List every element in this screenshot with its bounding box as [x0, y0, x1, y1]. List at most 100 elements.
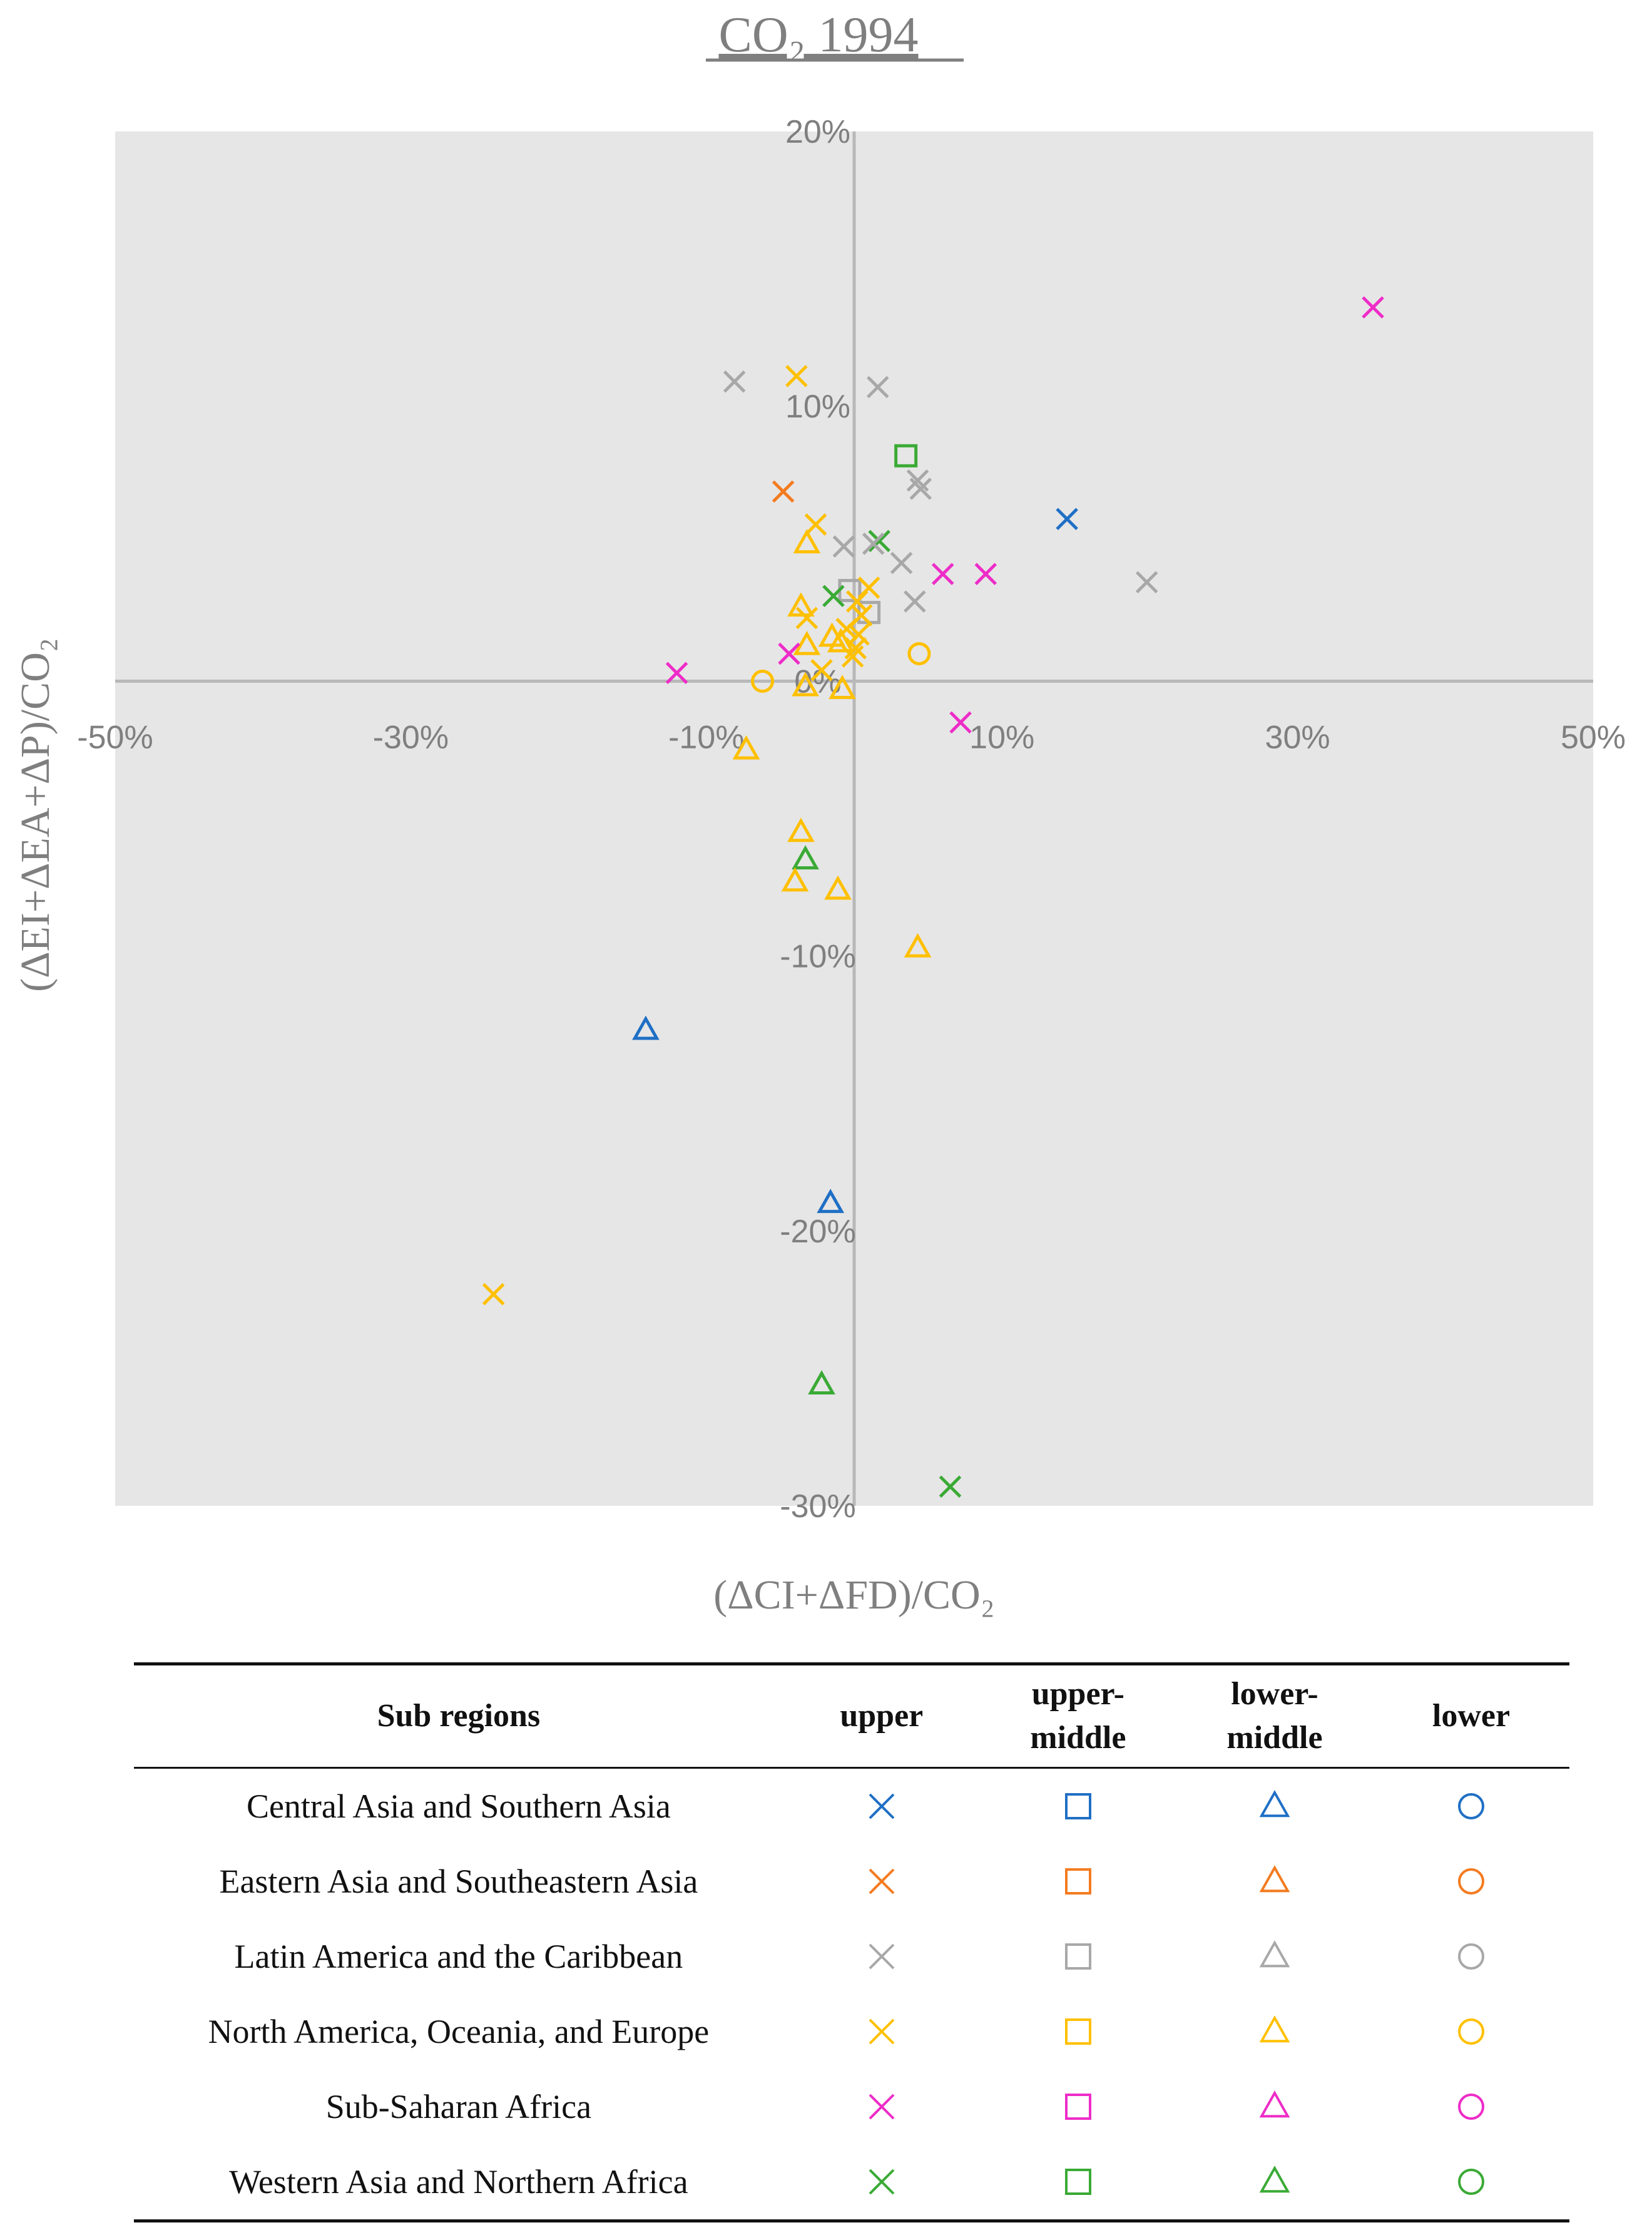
- data-point-cross: [785, 365, 808, 387]
- data-point-cross: [778, 642, 800, 665]
- data-point-circle: [1458, 1793, 1484, 1819]
- legend-row: Eastern Asia and Southeastern Asia: [134, 1844, 1569, 1919]
- legend-header-upper-middle: upper- middle: [980, 1664, 1176, 1768]
- data-point-cross: [772, 480, 795, 503]
- cross-icon: [869, 2018, 895, 2045]
- triangle-icon: [1259, 1940, 1290, 1968]
- legend-header-upper: upper: [840, 1698, 924, 1734]
- data-point-cross: [869, 2169, 895, 2195]
- x-tick-label: -10%: [668, 719, 744, 755]
- legend-row: Western Asia and Northern Africa: [134, 2144, 1569, 2221]
- triangle-icon: [1259, 2090, 1290, 2118]
- square-icon: [1064, 1868, 1091, 1895]
- legend-symbol-cell: [980, 2069, 1176, 2144]
- data-point-cross: [847, 623, 870, 646]
- circle-icon: [1458, 2169, 1484, 2195]
- cross-icon: [869, 1793, 895, 1819]
- legend-row: Latin America and the Caribbean: [134, 1919, 1569, 1994]
- data-point-triangle: [792, 672, 819, 697]
- data-point-triangle: [1259, 2090, 1290, 2118]
- legend-symbol-cell: [783, 1994, 980, 2069]
- data-point-cross: [1056, 508, 1078, 531]
- data-point-cross: [804, 513, 827, 536]
- circle-icon: [1458, 2094, 1484, 2120]
- cross-icon: [869, 1943, 895, 1970]
- data-point-square: [1064, 2169, 1091, 2195]
- legend-region-label: Latin America and the Caribbean: [234, 1938, 683, 1975]
- data-point-cross: [949, 711, 972, 734]
- data-point-cross: [832, 535, 855, 558]
- data-point-triangle: [824, 875, 852, 900]
- data-point-triangle: [787, 592, 815, 617]
- legend-header-lower-middle-line1: lower-: [1231, 1676, 1318, 1712]
- data-point-square: [894, 444, 918, 468]
- data-point-triangle: [1259, 1865, 1290, 1893]
- data-point-triangle: [781, 867, 809, 892]
- data-point-circle: [1458, 2018, 1484, 2045]
- data-point-cross: [869, 1793, 895, 1819]
- data-point-triangle: [829, 675, 856, 699]
- x-tick-label: -50%: [77, 719, 153, 755]
- data-point-cross: [868, 529, 890, 553]
- legend-header-lower-middle-line2: middle: [1226, 1720, 1323, 1756]
- legend-symbol-cell: [980, 2144, 1176, 2221]
- legend-symbol-cell: [1176, 2144, 1373, 2221]
- circle-icon: [1458, 1868, 1484, 1895]
- legend-symbol-cell: [783, 1844, 980, 1919]
- square-icon: [1064, 2094, 1091, 2120]
- data-point-cross: [822, 585, 845, 608]
- x-tick-label: 30%: [1265, 719, 1330, 755]
- legend-symbol-cell: [1373, 1994, 1569, 2069]
- data-point-circle: [1458, 2169, 1484, 2195]
- data-point-square: [1064, 2018, 1091, 2045]
- data-point-triangle: [1259, 2015, 1290, 2043]
- data-point-cross: [862, 533, 885, 555]
- y-axis-label: (ΔEI+ΔEA+ΔP)/CO₂: [13, 638, 58, 992]
- legend-symbol-cell: [1373, 2144, 1569, 2221]
- data-point-cross: [904, 590, 926, 613]
- data-point-square: [1064, 1943, 1091, 1970]
- data-point-cross: [841, 645, 864, 668]
- tick-labels: -50% -30% -10% 10% 30% 50%20%10%0%-10%-20%-30…: [77, 114, 1626, 1525]
- triangle-icon: [1259, 1865, 1290, 1893]
- cross-icon: [869, 2169, 895, 2195]
- legend-region-label: Western Asia and Northern Africa: [229, 2163, 688, 2201]
- data-point-circle: [1458, 2094, 1484, 2120]
- legend-row: Central Asia and Southern Asia: [134, 1768, 1569, 1844]
- data-point-cross: [869, 1943, 895, 1970]
- triangle-icon: [1259, 1790, 1290, 1818]
- data-point-cross: [869, 1868, 895, 1895]
- data-point-triangle: [904, 933, 932, 958]
- square-icon: [1064, 2169, 1091, 2195]
- y-tick-label: 10%: [785, 389, 850, 425]
- data-point-triangle: [792, 845, 819, 870]
- data-point-cross: [931, 563, 954, 585]
- legend-symbol-cell: [783, 2144, 980, 2221]
- legend-symbol-cell: [1176, 1919, 1373, 1994]
- data-point-circle: [1458, 1943, 1484, 1970]
- legend-symbol-cell: [783, 1919, 980, 1994]
- data-point-cross: [906, 469, 929, 492]
- legend-symbol-cell: [783, 1768, 980, 1844]
- legend-symbol-cell: [980, 1768, 1176, 1844]
- legend-symbol-cell: [1176, 2069, 1373, 2144]
- data-point-cross: [974, 563, 997, 585]
- y-tick-label: -30%: [780, 1488, 855, 1525]
- y-tick-label: -10%: [780, 939, 855, 975]
- data-point-triangle: [808, 1370, 835, 1395]
- data-point-cross: [867, 376, 889, 399]
- legend-symbol-cell: [1176, 1994, 1373, 2069]
- legend-symbol-cell: [1176, 1844, 1373, 1919]
- data-point-square: [1064, 2094, 1091, 2120]
- legend-row: Sub-Saharan Africa: [134, 2069, 1569, 2144]
- cross-icon: [869, 1868, 895, 1895]
- circle-icon: [1458, 2018, 1484, 2045]
- legend-symbol-cell: [1373, 2069, 1569, 2144]
- data-point-triangle: [793, 529, 821, 554]
- cross-icon: [869, 2094, 895, 2120]
- data-point-cross: [810, 659, 833, 682]
- legend-table: Sub regions upper upper- middle lower- m…: [134, 1662, 1569, 2222]
- data-point-cross: [795, 606, 818, 630]
- square-icon: [1064, 1943, 1091, 1970]
- legend-region-label: North America, Oceania, and Europe: [208, 2013, 710, 2050]
